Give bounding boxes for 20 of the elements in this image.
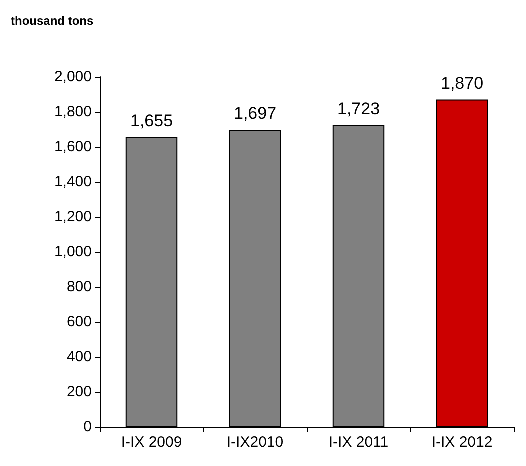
y-axis-title: thousand tons [11,14,94,28]
x-tick-label: I-IX 2011 [328,434,389,451]
y-tick-label: 0 [84,418,92,436]
data-label: 1,697 [234,104,277,124]
y-tick-label: 200 [66,384,92,400]
y-tick-label: 1,800 [54,104,92,120]
data-label: 1,723 [337,99,380,118]
y-tick-label: 400 [66,348,92,366]
y-tick-label: 600 [66,314,92,330]
y-tick-label: 1,400 [54,174,92,190]
data-label: 1,870 [440,74,484,93]
x-tick-label: I-IX2010 [226,434,284,451]
y-tick-label: 800 [66,278,92,296]
x-tick-label: I-IX 2009 [121,434,182,451]
y-tick-label: 1,600 [54,138,92,156]
x-tick-label: I-IX 2012 [432,434,493,451]
data-label: 1,655 [130,111,174,130]
y-tick-label: 1,000 [54,244,92,260]
y-tick-label: 1,200 [54,208,92,226]
y-tick-label: 2,000 [54,68,92,86]
